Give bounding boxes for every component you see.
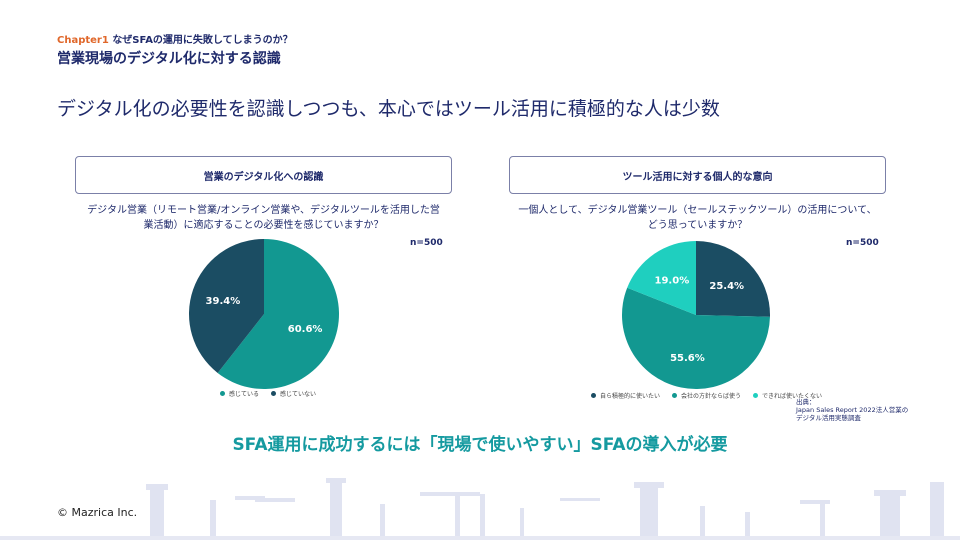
left-panel-title-box: 営業のデジタル化への認識 — [75, 156, 452, 194]
right-question-line2: どう思っていますか？ — [647, 220, 748, 231]
source-label: 出典： — [796, 398, 816, 406]
source-line2: デジタル活用実態調査 — [796, 414, 861, 422]
slide-headline: デジタル化の必要性を認識しつつも、本心ではツール活用に積極的な人は少数 — [57, 98, 720, 120]
legend-item: 感じている — [220, 389, 259, 398]
legend-swatch — [672, 393, 678, 398]
pie-chart-tool-intention: 25.4% 55.6% 19.0% — [622, 241, 770, 389]
legend-swatch — [753, 393, 759, 398]
left-question-line2: 業活動）に適応することの必要性を感じていますか？ — [143, 220, 384, 231]
legend-item: 自ら積極的に使いたい — [591, 391, 660, 400]
legend-label: 感じている — [229, 391, 260, 398]
pie-slice-label: 55.6% — [670, 353, 705, 364]
legend-right: 自ら積極的に使いたい 会社の方針ならば使う できれば使いたくない — [591, 391, 822, 400]
left-panel-title: 営業のデジタル化への認識 — [203, 171, 324, 183]
legend-item: 会社の方針ならば使う — [672, 391, 741, 400]
left-question-line1: デジタル営業（リモート営業/オンライン営業や、デジタルツールを活用した営 — [87, 205, 440, 216]
right-sample-size: n=500 — [846, 238, 879, 248]
legend-item: 感じていない — [271, 389, 316, 398]
pie-slice — [217, 239, 339, 389]
legend-swatch — [271, 391, 277, 396]
legend-label: 自ら積極的に使いたい — [600, 393, 661, 400]
left-sample-size: n=500 — [410, 238, 443, 248]
pie-chart-digital-awareness: 60.6% 39.4% — [188, 239, 339, 389]
pie-slice-label: 60.6% — [288, 324, 323, 335]
pie-slice — [627, 241, 696, 315]
legend-label: できれば使いたくない — [762, 393, 823, 400]
legend-label: 感じていない — [280, 391, 317, 398]
chapter-heading: Chapter1 なぜSFAの運用に失敗してしまうのか？ — [57, 31, 293, 46]
legend-left: 感じている 感じていない — [220, 389, 316, 398]
footer-skyline-illustration — [0, 478, 960, 540]
legend-label: 会社の方針ならば使う — [681, 393, 742, 400]
right-panel-title-box: ツール活用に対する個人的な意向 — [509, 156, 886, 194]
legend-swatch — [591, 393, 596, 398]
pie-slice — [622, 287, 770, 389]
pie-slice-label: 19.0% — [655, 276, 690, 287]
right-panel-title: ツール活用に対する個人的な意向 — [622, 171, 773, 183]
legend-item: できれば使いたくない — [753, 391, 822, 400]
chapter-number: Chapter1 — [57, 35, 109, 46]
copyright: © Mazrica Inc. — [57, 506, 138, 519]
slide-subtitle: 営業現場のデジタル化に対する認識 — [57, 51, 281, 67]
pie-slice-label: 25.4% — [709, 281, 744, 292]
legend-swatch — [220, 391, 225, 396]
right-question-line1: 一個人として、デジタル営業ツール（セールステックツール）の活用について、 — [518, 205, 877, 216]
source-note: 出典： Japan Sales Report 2022法人営業の デジタル活用実… — [796, 398, 908, 422]
source-line1: Japan Sales Report 2022法人営業の — [796, 406, 909, 414]
right-question: 一個人として、デジタル営業ツール（セールステックツール）の活用について、 どう思… — [509, 203, 886, 233]
chapter-title: なぜSFAの運用に失敗してしまうのか？ — [112, 35, 293, 46]
pie-slice — [696, 241, 770, 317]
conclusion-message: SFA運用に成功するには「現場で使いやすい」SFAの導入が必要 — [232, 435, 728, 455]
pie-slice-label: 39.4% — [206, 296, 241, 307]
pie-slice — [188, 239, 264, 373]
left-question: デジタル営業（リモート営業/オンライン営業や、デジタルツールを活用した営 業活動… — [75, 203, 452, 233]
